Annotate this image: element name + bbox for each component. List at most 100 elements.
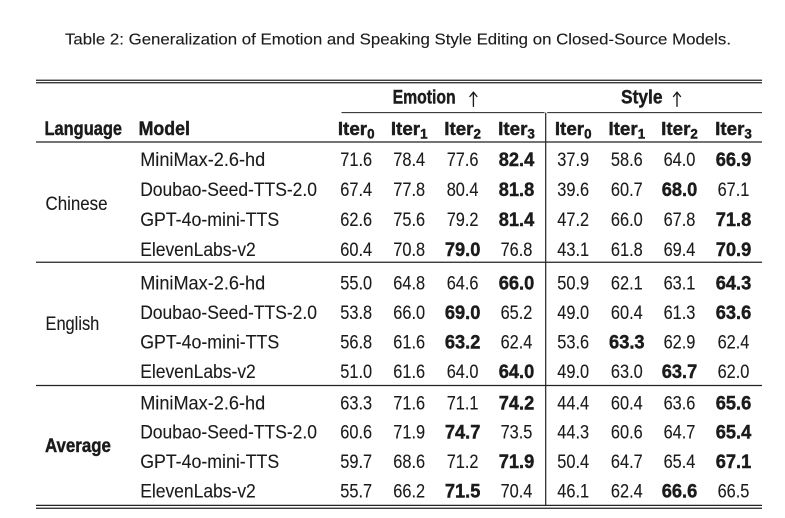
svg-text:60.6: 60.6 — [611, 423, 643, 444]
svg-text:77.8: 77.8 — [393, 180, 425, 201]
svg-text:67.1: 67.1 — [716, 452, 752, 473]
svg-text:71.6: 71.6 — [393, 393, 425, 414]
svg-text:62.9: 62.9 — [664, 332, 696, 353]
svg-text:Emotion: Emotion — [393, 88, 456, 109]
svg-text:78.4: 78.4 — [393, 150, 425, 171]
svg-text:79.2: 79.2 — [447, 210, 479, 231]
svg-text:37.9: 37.9 — [557, 150, 589, 171]
svg-text:68.6: 68.6 — [393, 452, 425, 473]
svg-text:79.0: 79.0 — [445, 240, 481, 261]
svg-text:GPT-4o-mini-TTS: GPT-4o-mini-TTS — [140, 332, 279, 353]
svg-text:ElevenLabs-v2: ElevenLabs-v2 — [140, 362, 256, 383]
svg-text:63.6: 63.6 — [716, 303, 752, 324]
svg-text:61.3: 61.3 — [664, 303, 696, 324]
svg-text:Style: Style — [621, 88, 663, 109]
svg-text:Iter0: Iter0 — [338, 118, 375, 142]
svg-text:69.0: 69.0 — [445, 303, 481, 324]
svg-text:71.8: 71.8 — [716, 210, 752, 231]
svg-text:43.1: 43.1 — [557, 240, 589, 261]
svg-text:76.8: 76.8 — [501, 240, 533, 261]
svg-text:64.0: 64.0 — [499, 362, 535, 383]
svg-text:English: English — [46, 314, 100, 335]
svg-text:Iter1: Iter1 — [391, 118, 428, 142]
svg-text:70.8: 70.8 — [393, 240, 425, 261]
svg-text:80.4: 80.4 — [447, 180, 479, 201]
svg-text:63.3: 63.3 — [609, 332, 645, 353]
svg-text:69.4: 69.4 — [664, 240, 696, 261]
svg-text:MiniMax-2.6-hd: MiniMax-2.6-hd — [140, 273, 265, 294]
svg-text:60.4: 60.4 — [340, 240, 372, 261]
svg-text:71.2: 71.2 — [447, 452, 479, 473]
svg-text:61.6: 61.6 — [393, 362, 425, 383]
svg-text:GPT-4o-mini-TTS: GPT-4o-mini-TTS — [140, 210, 279, 231]
svg-text:73.5: 73.5 — [501, 423, 533, 444]
svg-text:62.0: 62.0 — [718, 362, 750, 383]
svg-text:44.3: 44.3 — [557, 423, 589, 444]
svg-text:75.6: 75.6 — [393, 210, 425, 231]
svg-text:55.7: 55.7 — [340, 482, 372, 503]
svg-text:71.9: 71.9 — [393, 423, 425, 444]
svg-text:51.0: 51.0 — [340, 362, 372, 383]
svg-text:63.0: 63.0 — [611, 362, 643, 383]
svg-text:59.7: 59.7 — [340, 452, 372, 473]
svg-text:71.1: 71.1 — [447, 393, 479, 414]
svg-text:62.4: 62.4 — [611, 482, 643, 503]
svg-text:ElevenLabs-v2: ElevenLabs-v2 — [140, 240, 256, 261]
svg-text:50.4: 50.4 — [557, 452, 589, 473]
svg-text:70.9: 70.9 — [716, 240, 752, 261]
svg-text:50.9: 50.9 — [557, 273, 589, 294]
svg-text:39.6: 39.6 — [557, 180, 589, 201]
svg-text:74.7: 74.7 — [445, 423, 481, 444]
svg-text:60.4: 60.4 — [611, 393, 643, 414]
svg-text:58.6: 58.6 — [611, 150, 643, 171]
svg-text:Iter3: Iter3 — [715, 118, 752, 142]
svg-text:53.6: 53.6 — [557, 332, 589, 353]
svg-text:61.6: 61.6 — [393, 332, 425, 353]
svg-text:44.4: 44.4 — [557, 393, 589, 414]
svg-text:Iter1: Iter1 — [608, 118, 645, 142]
svg-text:62.1: 62.1 — [611, 273, 643, 294]
svg-text:63.3: 63.3 — [340, 393, 372, 414]
svg-text:71.9: 71.9 — [499, 452, 535, 473]
svg-text:68.0: 68.0 — [662, 180, 698, 201]
svg-text:64.0: 64.0 — [447, 362, 479, 383]
svg-text:63.6: 63.6 — [664, 393, 696, 414]
svg-text:66.0: 66.0 — [393, 303, 425, 324]
svg-text:Doubao-Seed-TTS-2.0: Doubao-Seed-TTS-2.0 — [140, 180, 317, 201]
svg-text:47.2: 47.2 — [557, 210, 589, 231]
svg-text:66.0: 66.0 — [499, 273, 535, 294]
svg-text:81.4: 81.4 — [499, 210, 535, 231]
svg-text:63.1: 63.1 — [664, 273, 696, 294]
svg-text:65.2: 65.2 — [501, 303, 533, 324]
svg-text:66.6: 66.6 — [662, 482, 698, 503]
svg-text:Doubao-Seed-TTS-2.0: Doubao-Seed-TTS-2.0 — [140, 423, 317, 444]
svg-text:Language: Language — [45, 119, 123, 140]
svg-text:66.0: 66.0 — [611, 210, 643, 231]
svg-text:Table 2: Generalization of Emo: Table 2: Generalization of Emotion and S… — [65, 31, 731, 48]
svg-text:Doubao-Seed-TTS-2.0: Doubao-Seed-TTS-2.0 — [140, 303, 317, 324]
svg-text:65.4: 65.4 — [716, 423, 752, 444]
svg-text:ElevenLabs-v2: ElevenLabs-v2 — [140, 482, 256, 503]
svg-text:64.0: 64.0 — [664, 150, 696, 171]
svg-text:81.8: 81.8 — [499, 180, 535, 201]
svg-text:66.5: 66.5 — [718, 482, 750, 503]
svg-text:60.6: 60.6 — [340, 423, 372, 444]
svg-text:62.4: 62.4 — [718, 332, 750, 353]
svg-text:49.0: 49.0 — [557, 303, 589, 324]
svg-text:65.4: 65.4 — [664, 452, 696, 473]
svg-text:56.8: 56.8 — [340, 332, 372, 353]
svg-text:67.8: 67.8 — [664, 210, 696, 231]
svg-text:71.6: 71.6 — [340, 150, 372, 171]
svg-text:Model: Model — [139, 119, 190, 140]
svg-text:71.5: 71.5 — [445, 482, 481, 503]
svg-text:55.0: 55.0 — [340, 273, 372, 294]
svg-text:66.2: 66.2 — [393, 482, 425, 503]
svg-text:63.7: 63.7 — [662, 362, 698, 383]
svg-text:60.7: 60.7 — [611, 180, 643, 201]
svg-text:82.4: 82.4 — [499, 150, 535, 171]
svg-text:Iter2: Iter2 — [661, 118, 698, 142]
svg-text:Average: Average — [45, 436, 111, 457]
svg-text:Iter2: Iter2 — [444, 118, 481, 142]
svg-text:GPT-4o-mini-TTS: GPT-4o-mini-TTS — [140, 452, 279, 473]
svg-text:67.4: 67.4 — [340, 180, 372, 201]
